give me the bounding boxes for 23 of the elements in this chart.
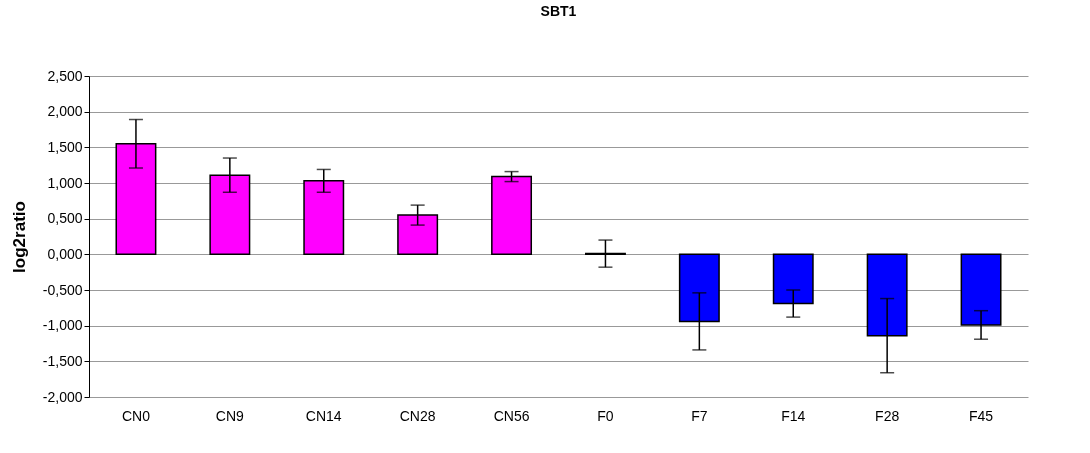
y-tick-label: -0,500 bbox=[42, 281, 83, 298]
x-tick-label: CN14 bbox=[305, 407, 342, 424]
chart-title: SBT1 bbox=[540, 3, 577, 19]
y-tick-label: 1,500 bbox=[47, 138, 83, 155]
bar bbox=[491, 175, 533, 256]
y-tick-label: -1,500 bbox=[42, 352, 83, 369]
x-tick-label: F7 bbox=[691, 407, 708, 424]
x-tick-label: CN28 bbox=[399, 407, 436, 424]
x-tick-label: F14 bbox=[781, 407, 806, 424]
x-tick-label: F0 bbox=[597, 407, 614, 424]
y-tick-label: 2,500 bbox=[47, 67, 83, 84]
x-tick-label: CN56 bbox=[493, 407, 530, 424]
y-tick-label: -1,000 bbox=[42, 317, 83, 334]
y-tick-label: -2,000 bbox=[42, 388, 83, 405]
x-tick-label: F28 bbox=[875, 407, 900, 424]
x-tick-label: CN9 bbox=[215, 407, 245, 424]
y-tick-label: 2,000 bbox=[47, 103, 83, 120]
y-tick-label: 1,000 bbox=[47, 174, 83, 191]
y-tick-label: 0,500 bbox=[47, 210, 83, 227]
y-tick-label: 0,000 bbox=[47, 245, 83, 262]
x-tick-label: CN0 bbox=[121, 407, 151, 424]
y-axis-title: log2ratio bbox=[9, 201, 29, 273]
x-tick-label: F45 bbox=[968, 407, 994, 424]
